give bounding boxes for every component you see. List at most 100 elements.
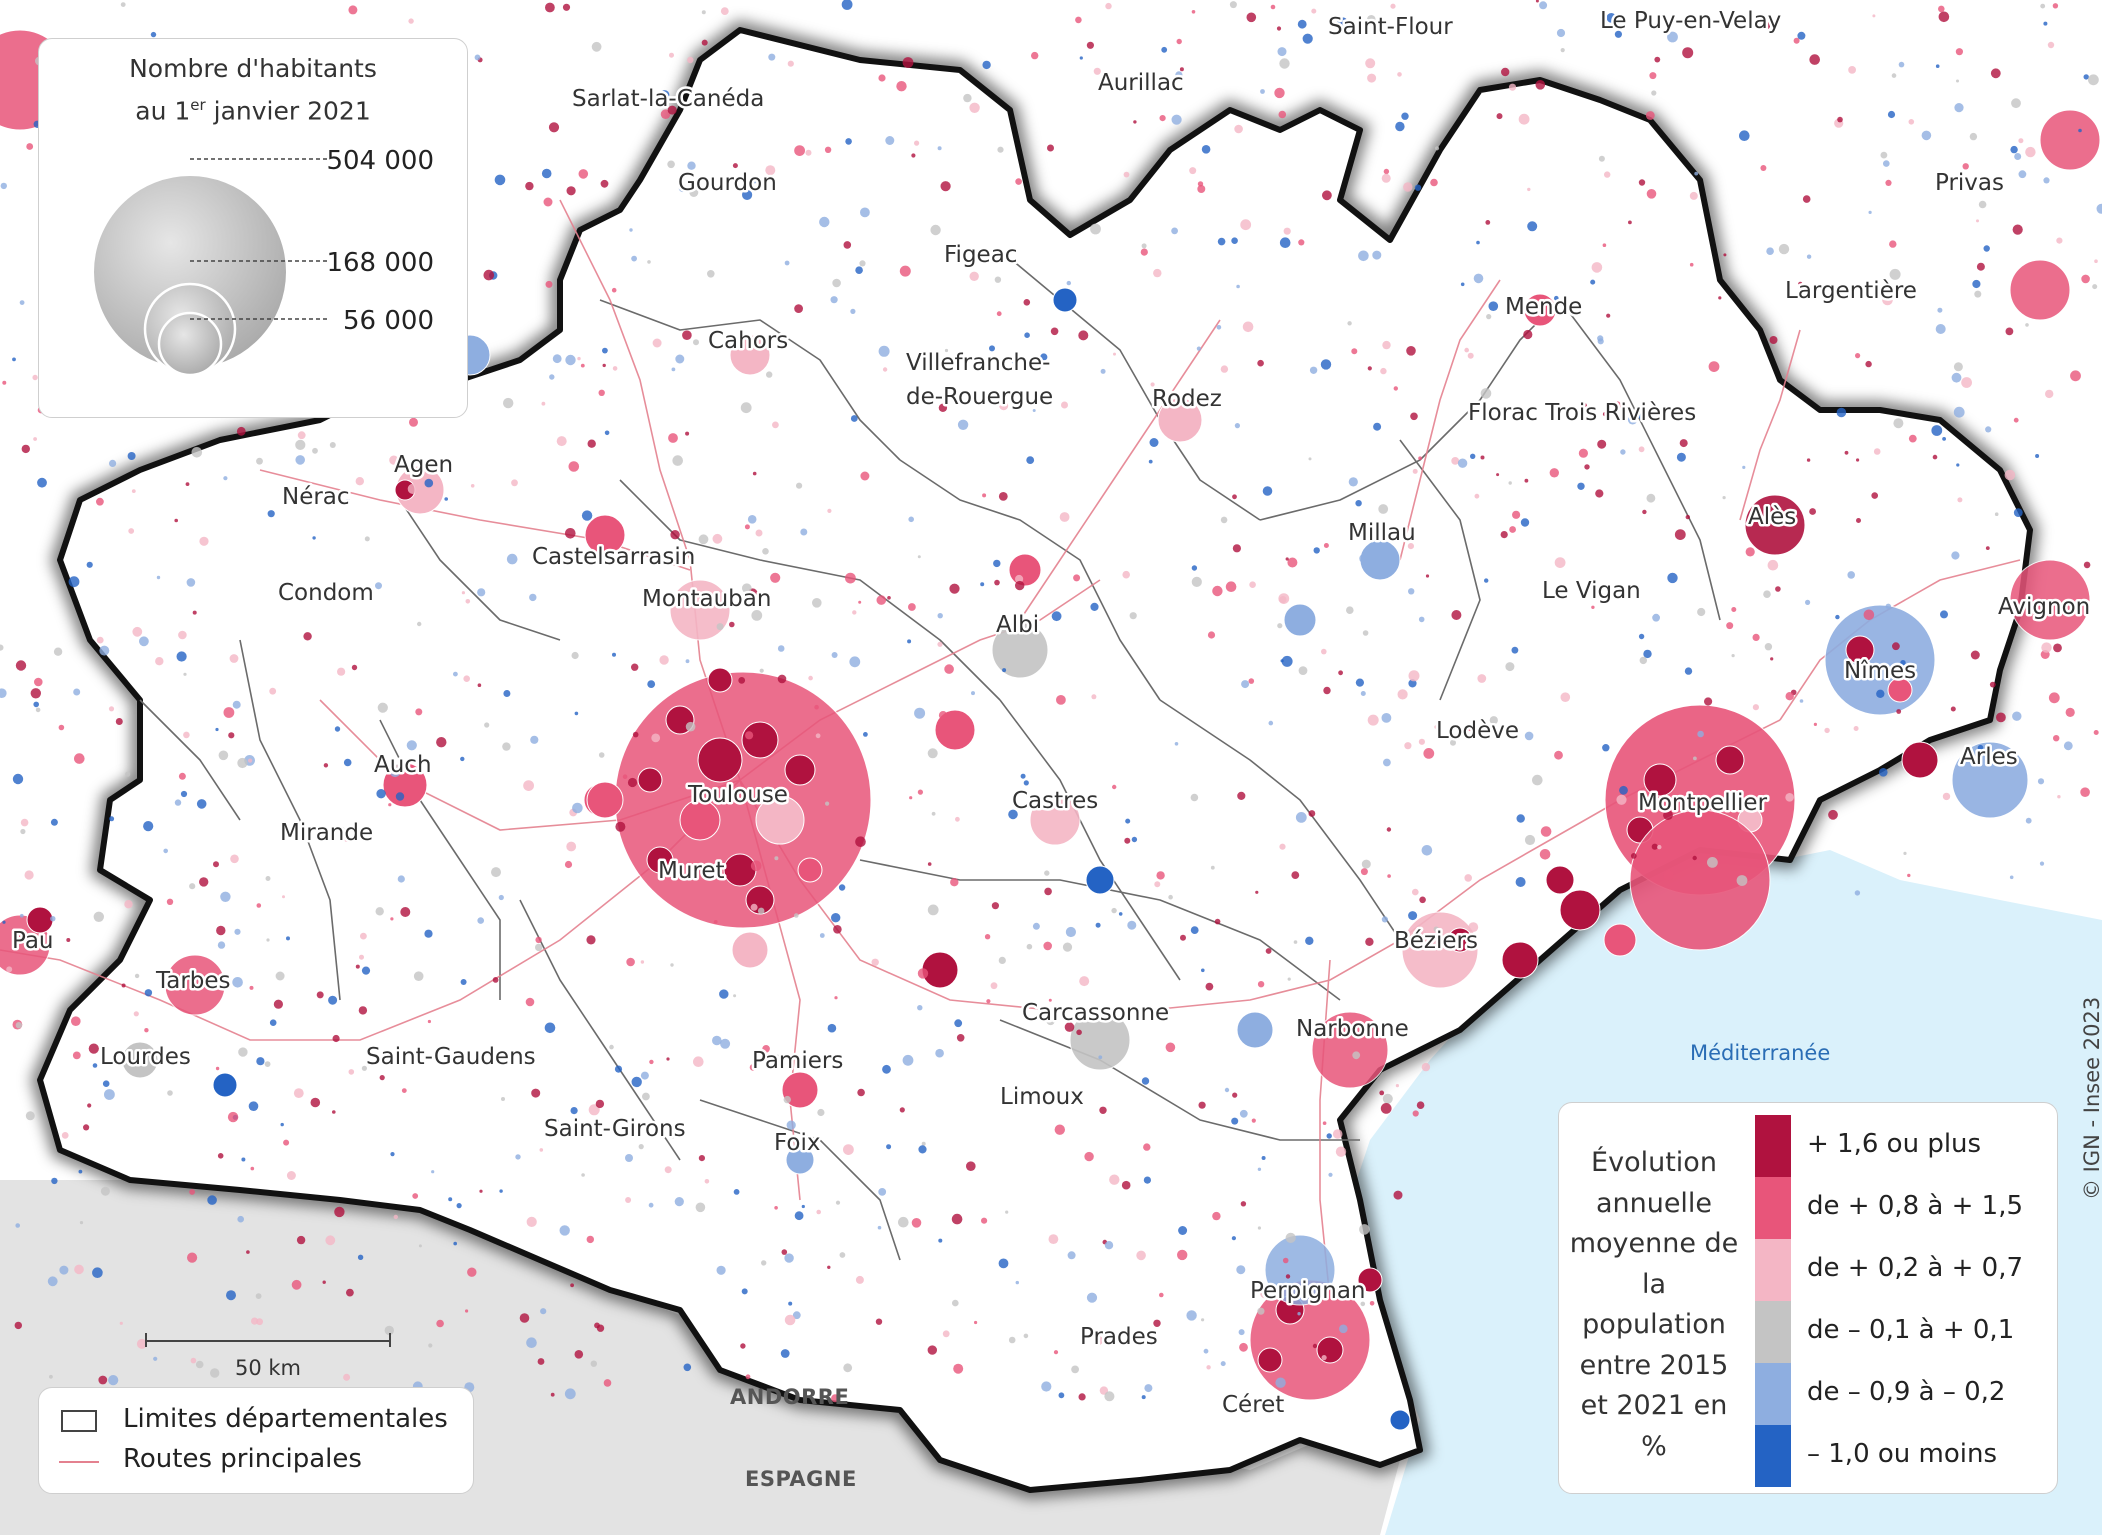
commune-dot [1560,692,1571,702]
commune-dot [1697,730,1704,738]
city-label: Foix [774,1130,820,1156]
commune-dot [949,583,960,594]
commune-dot [523,780,534,791]
commune-dot [660,90,670,100]
commune-dot [801,1204,805,1209]
commune-dot [1067,1251,1076,1260]
commune-dot [622,774,628,779]
commune-dot [1752,704,1759,711]
commune-dot [882,367,888,372]
commune-dot [1674,529,1686,540]
commune-dot [671,367,676,372]
size-legend-circles: 504 000 168 000 56 000 [92,146,434,377]
commune-dot [35,707,41,713]
commune-dot [217,1153,224,1159]
commune-dot [1809,54,1820,65]
color-legend-row: de – 0,1 à + 0,1 [1755,1301,2055,1363]
commune-dot [155,657,164,666]
commune-dot [982,60,991,70]
commune-dot [1189,167,1197,175]
commune-dot [1337,17,1348,29]
city-label: Saint-Girons [544,1116,686,1142]
commune-dot [1426,940,1431,945]
commune-dot [1369,1301,1375,1306]
commune-dot [1242,321,1254,333]
commune-dot [659,655,669,665]
commune-dot [1131,836,1138,843]
commune-dot [499,1189,503,1193]
commune-dot [1508,481,1512,485]
commune-dot [1414,184,1422,191]
commune-dot [395,792,405,801]
commune-dot [1084,1151,1094,1162]
commune-dot [53,647,63,656]
commune-dot [1539,849,1551,860]
commune-dot [1879,768,1888,777]
commune-dot [667,105,677,115]
commune-dot [50,818,58,826]
size-value-large: 504 000 [326,146,434,176]
commune-dot [838,884,846,891]
commune-dot [742,583,752,593]
commune-dot [1231,237,1238,244]
commune-dot [550,1392,555,1397]
commune-dot [1935,64,1940,68]
commune-dot [611,287,617,293]
commune-dot [1112,784,1117,790]
commune-dot [543,197,553,207]
commune-dot [1091,694,1097,700]
commune-dot [1308,457,1312,461]
commune-dot [685,659,690,664]
city-label: Largentière [1785,278,1917,304]
commune-dot [0,688,7,698]
commune-dot [498,894,504,901]
commune-dot [191,447,203,458]
commune-dot [359,954,364,960]
commune-dot [998,1258,1009,1269]
commune-dot [625,1197,632,1203]
commune-dot [1464,347,1469,353]
commune-dot [312,447,318,454]
commune-dot [1412,888,1419,896]
country-label-andorre: ANDORRE [730,1385,849,1409]
commune-dot [1627,415,1638,425]
commune-dot [750,175,759,184]
commune-dot [2040,3,2046,9]
commune-dot [388,803,392,807]
commune-dot [1590,279,1596,285]
commune-dot [1298,666,1308,675]
commune-dot [1523,329,1533,340]
commune-dot [899,1107,905,1113]
commune-dot [1270,4,1276,10]
commune-dot [937,613,943,619]
commune-dot [1885,603,1892,609]
commune-dot [1279,58,1290,69]
commune-dot [918,1145,927,1154]
commune-dot [849,656,861,668]
commune-dot [1379,1090,1385,1096]
commune-dot [1285,557,1289,561]
commune-dot [1023,780,1029,786]
commune-dot [1352,1051,1361,1060]
commune-dot [1401,112,1409,120]
commune-dot [917,968,929,979]
commune-dot [1257,1167,1262,1172]
commune-dot [1113,352,1116,356]
commune-dot [1143,1176,1151,1184]
commune-dot [14,1321,22,1330]
commune-dot [1806,458,1811,462]
commune-dot [825,801,830,806]
commune-dot [786,1120,796,1130]
commune-dot [581,1173,585,1177]
commune-dot [612,652,616,657]
commune-dot [295,455,306,465]
commune-dot [0,644,4,651]
commune-dot [2025,817,2032,824]
commune-dot [693,1056,704,1067]
commune-dot [548,122,560,133]
commune-dot [1423,748,1435,759]
commune-dot [1731,654,1735,658]
city-label: Toulouse [687,782,788,808]
city-label: Castelsarrasin [532,544,695,570]
commune-dot [766,371,773,378]
